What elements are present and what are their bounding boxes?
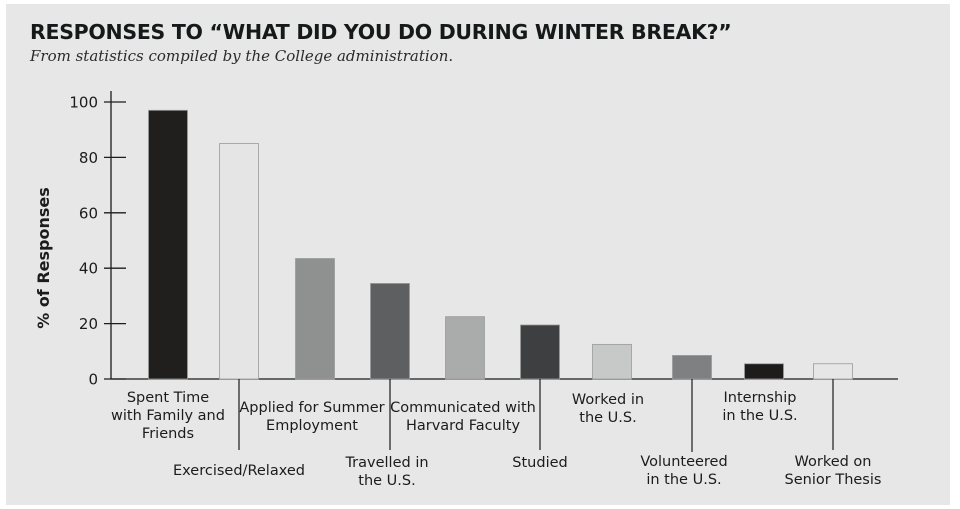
x-axis-labels: Spent Time with Family and Friends Exercise… (111, 379, 881, 489)
bar (370, 283, 410, 380)
x-tick-label: Applied for Summer Employment (239, 400, 384, 434)
x-tick-label: Studied (512, 455, 567, 471)
bar (219, 143, 259, 380)
bar (813, 363, 853, 380)
y-tick-label: 20 (79, 315, 98, 333)
bar (445, 316, 485, 380)
y-tick-label: 40 (79, 260, 98, 278)
svg-text:Studied: Studied (512, 455, 567, 471)
bar (592, 343, 632, 380)
y-tick-label: 0 (88, 371, 98, 389)
x-tick-label: Travelled in the U.S. (344, 455, 428, 489)
bars (148, 109, 853, 380)
bar (672, 355, 712, 380)
x-tick-label: Worked in the U.S. (572, 392, 644, 426)
y-tick-label: 60 (79, 204, 98, 222)
y-tick-label: 100 (69, 94, 98, 112)
bar (295, 258, 335, 380)
y-axis-label: % of Responses (34, 187, 53, 329)
bar (744, 363, 784, 380)
x-tick-label: Spent Time with Family and Friends (111, 390, 225, 442)
y-tick-label: 80 (79, 149, 98, 167)
chart-subtitle: From statistics compiled by the College … (30, 47, 454, 65)
x-tick-label: Internship in the U.S. (722, 390, 797, 424)
y-axis: 0 20 40 60 80 100 (69, 91, 126, 389)
bar (520, 324, 560, 380)
x-tick-label: Exercised/Relaxed (173, 463, 305, 479)
x-tick-label: Volunteered in the U.S. (640, 454, 727, 488)
svg-text:Exercised/Relaxed: Exercised/Relaxed (173, 463, 305, 479)
x-tick-label: Communicated with Harvard Faculty (390, 400, 536, 434)
chart-title: RESPONSES TO “WHAT DID YOU DO DURING WIN… (30, 20, 732, 44)
x-tick-label: Worked on Senior Thesis (785, 454, 882, 488)
bar (148, 109, 188, 380)
